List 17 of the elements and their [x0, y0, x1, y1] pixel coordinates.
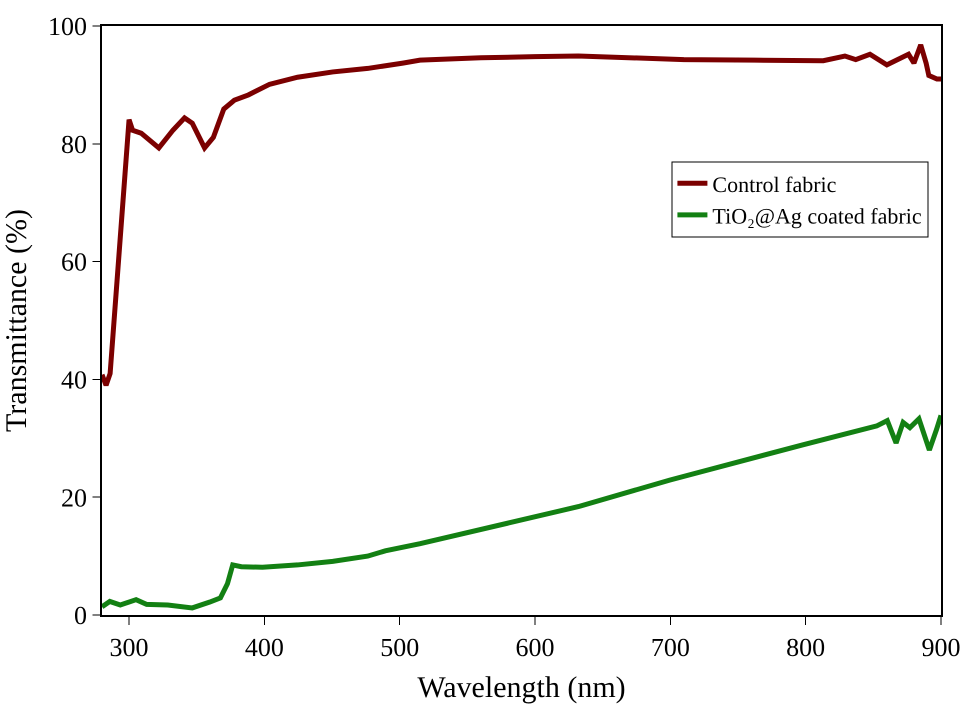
x-tick-label: 600: [516, 632, 555, 662]
x-tick-label: 800: [786, 632, 826, 662]
x-tick-label: 500: [380, 632, 420, 662]
y-tick-label: 20: [61, 483, 88, 512]
x-tick-label: 300: [110, 632, 149, 662]
legend-label: TiO₂@Ag coated fabric: [712, 203, 922, 228]
y-axis-title: Transmittance (%): [0, 208, 33, 432]
x-tick-label: 400: [244, 632, 284, 662]
x-tick-label: 900: [922, 632, 960, 662]
y-tick-label: 40: [61, 366, 88, 394]
y-tick-label: 0: [74, 601, 88, 630]
y-tick-label: 100: [48, 12, 88, 42]
y-tick-label: 80: [61, 130, 88, 159]
legend-label: Control fabric: [712, 172, 837, 197]
y-tick-label: 60: [61, 248, 88, 277]
x-axis-title: Wavelength (nm): [417, 670, 626, 704]
x-tick-label: 700: [650, 632, 690, 662]
